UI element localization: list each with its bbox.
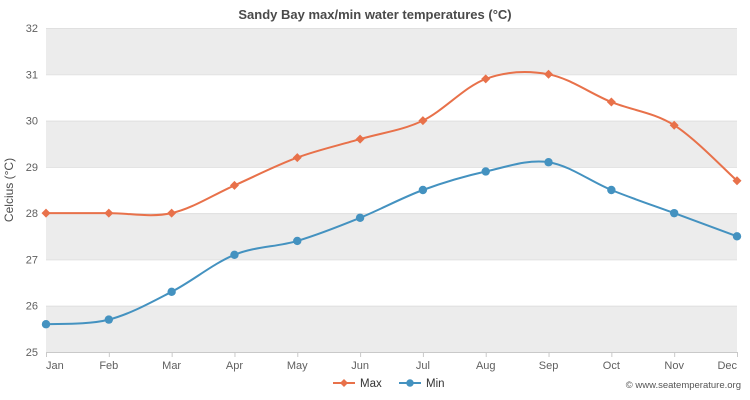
y-tick-label: 27: [26, 254, 38, 266]
circle-marker-icon: [104, 315, 114, 324]
y-tick-label: 28: [26, 208, 38, 220]
x-tick-label: Aug: [476, 360, 496, 372]
diamond-marker-icon: [104, 208, 114, 218]
x-tick-label: Oct: [603, 360, 620, 372]
circle-marker-icon: [732, 232, 742, 241]
diamond-marker-icon: [340, 379, 348, 387]
legend: Max Min: [333, 378, 445, 390]
legend-label-min: Min: [426, 378, 445, 390]
series-min: [41, 158, 742, 329]
circle-marker-icon: [293, 236, 302, 246]
x-tick-label: May: [287, 360, 308, 372]
circle-marker-icon: [669, 208, 679, 218]
x-tick-label: Jun: [351, 360, 369, 372]
circle-marker-icon: [355, 213, 365, 222]
circle-marker-icon: [607, 185, 616, 195]
circle-marker-icon: [418, 185, 428, 195]
copyright: © www.seatemperature.org: [626, 380, 741, 391]
legend-item-max[interactable]: Max: [333, 378, 382, 390]
x-axis: Jan Feb Mar Apr May Jun Jul Aug Sep Oct Nov Dec: [46, 352, 738, 372]
y-tick-label: 26: [26, 301, 38, 313]
diamond-marker-icon: [167, 208, 177, 218]
circle-marker-icon: [481, 167, 490, 176]
y-tick-label: 25: [26, 347, 38, 359]
x-tick-label: Feb: [99, 360, 118, 372]
diamond-marker-icon: [229, 180, 239, 190]
circle-marker-icon: [544, 158, 553, 167]
diamond-marker-icon: [481, 74, 491, 84]
chart-title: Sandy Bay max/min water temperatures (°C…: [238, 7, 511, 22]
y-tick-label: 31: [26, 69, 38, 81]
circle-marker-icon: [167, 287, 176, 297]
y-tick-label: 32: [26, 23, 38, 35]
plot-bands: [46, 28, 737, 352]
y-axis-label: Celcius (°C): [2, 158, 16, 222]
diamond-marker-icon: [669, 120, 679, 130]
circle-marker-icon: [406, 379, 414, 387]
legend-item-min[interactable]: Min: [399, 378, 445, 390]
circle-marker-icon: [230, 250, 239, 259]
diamond-marker-icon: [355, 134, 365, 144]
diamond-marker-icon: [732, 176, 742, 186]
diamond-marker-icon: [41, 208, 51, 218]
circle-marker-icon: [41, 320, 51, 329]
x-tick-label: Jul: [416, 360, 430, 372]
x-tick-label: Nov: [664, 360, 684, 372]
plot-area: 25 26 27 28 29 30 31 32 Jan Feb Mar Apr May Jun Jul Aug…: [26, 23, 742, 372]
y-tick-label: 29: [26, 162, 38, 174]
legend-label-max: Max: [360, 378, 382, 390]
x-tick-label: Jan: [46, 360, 64, 372]
diamond-marker-icon: [606, 97, 616, 107]
diamond-marker-icon: [292, 153, 302, 163]
x-tick-label: Mar: [162, 360, 181, 372]
x-tick-label: Sep: [539, 360, 559, 372]
x-tick-label: Apr: [226, 360, 243, 372]
x-tick-label: Dec: [717, 360, 737, 372]
series-max: [41, 69, 742, 218]
diamond-marker-icon: [418, 116, 428, 126]
y-tick-label: 30: [26, 116, 38, 128]
diamond-marker-icon: [544, 69, 554, 79]
